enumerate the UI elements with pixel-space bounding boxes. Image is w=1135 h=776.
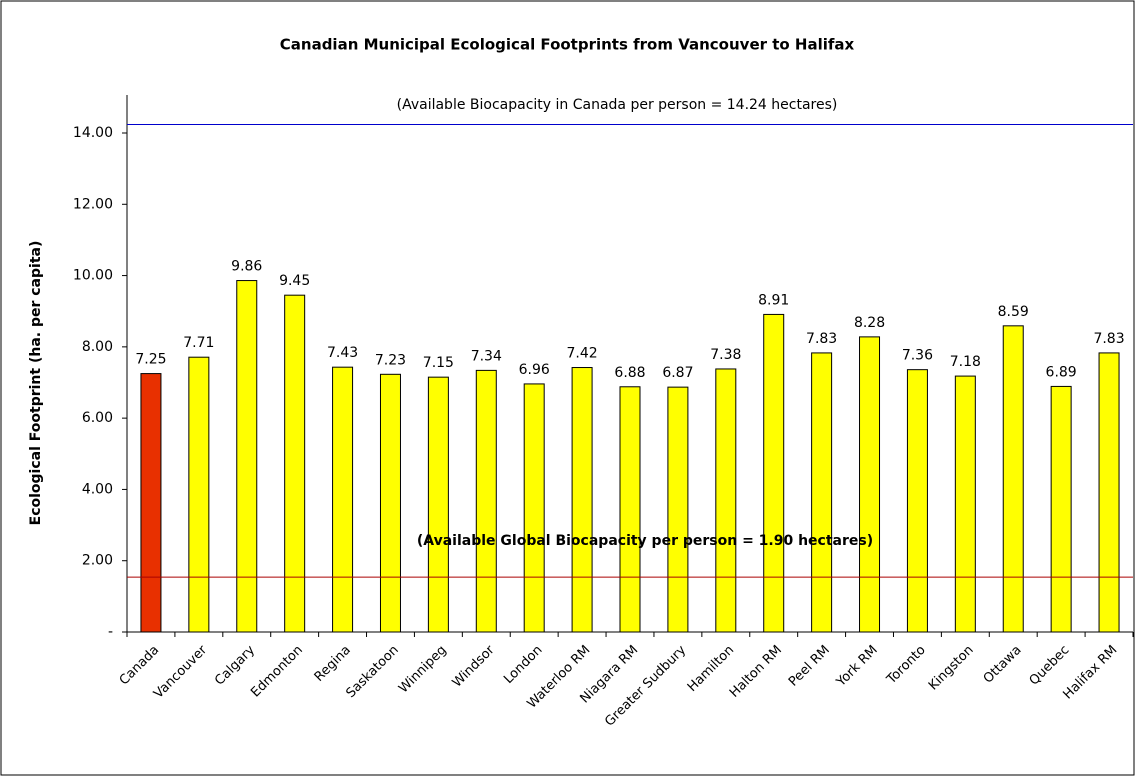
bar <box>1002 325 1024 633</box>
data-label: 7.23 <box>375 352 406 368</box>
bar <box>427 376 449 633</box>
bar <box>140 373 162 633</box>
reference-label: (Available Global Biocapacity per person… <box>417 533 873 549</box>
bar <box>1050 385 1072 633</box>
data-label: 7.18 <box>950 354 981 370</box>
data-label: 8.59 <box>998 304 1029 320</box>
bar <box>379 373 401 633</box>
data-label: 7.36 <box>902 348 933 364</box>
bar <box>284 294 306 633</box>
y-tick-label: 10.00 <box>73 268 113 284</box>
data-label: 7.38 <box>710 347 741 363</box>
bar <box>1098 352 1120 633</box>
y-tick-label: 2.00 <box>82 553 113 569</box>
y-tick-label: - <box>108 624 113 640</box>
data-label: 6.89 <box>1046 364 1077 380</box>
data-label: 7.15 <box>423 355 454 371</box>
data-label: 9.45 <box>279 273 310 289</box>
data-label: 6.87 <box>662 365 693 381</box>
y-tick-label: 4.00 <box>82 481 113 497</box>
data-label: 7.34 <box>471 348 502 364</box>
y-axis-label: Ecological Footprint (ha. per capita) <box>28 241 44 526</box>
bar <box>715 368 737 633</box>
data-label: 6.96 <box>519 362 550 378</box>
chart-title: Canadian Municipal Ecological Footprints… <box>280 36 855 54</box>
bar <box>763 313 785 633</box>
y-tick-label: 12.00 <box>73 196 113 212</box>
data-label: 8.91 <box>758 292 789 308</box>
bar <box>906 369 928 633</box>
data-label: 7.43 <box>327 345 358 361</box>
bar <box>523 383 545 633</box>
y-tick-label: 8.00 <box>82 339 113 355</box>
data-label: 7.71 <box>183 335 214 351</box>
bar <box>954 375 976 633</box>
data-label: 7.83 <box>806 331 837 347</box>
bar <box>236 280 258 633</box>
bar <box>571 367 593 633</box>
bar <box>859 336 881 633</box>
data-label: 9.86 <box>231 259 262 275</box>
data-label: 8.28 <box>854 315 885 331</box>
data-label: 7.83 <box>1093 331 1124 347</box>
bar <box>475 369 497 633</box>
bar <box>188 356 210 633</box>
data-label: 7.42 <box>567 346 598 362</box>
data-label: 7.25 <box>135 352 166 368</box>
bar <box>332 366 354 633</box>
y-tick-label: 6.00 <box>82 410 113 426</box>
bar <box>667 386 689 633</box>
data-label: 6.88 <box>614 365 645 381</box>
bar <box>619 386 641 633</box>
bar <box>811 352 833 633</box>
reference-label: (Available Biocapacity in Canada per per… <box>397 97 838 113</box>
y-tick-label: 14.00 <box>73 125 113 141</box>
